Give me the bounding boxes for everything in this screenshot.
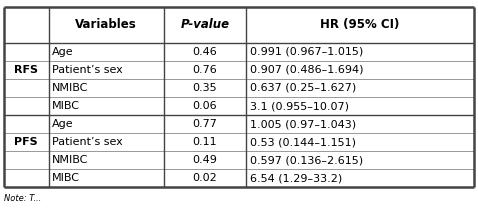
Text: 0.11: 0.11 [193,137,217,147]
Text: 6.54 (1.29–33.2): 6.54 (1.29–33.2) [250,173,342,183]
Text: Note: T...: Note: T... [4,194,41,203]
Text: 0.53 (0.144–1.151): 0.53 (0.144–1.151) [250,137,356,147]
Text: NMIBC: NMIBC [52,155,89,165]
Text: HR (95% CI): HR (95% CI) [320,18,400,31]
Text: 0.991 (0.967–1.015): 0.991 (0.967–1.015) [250,47,363,57]
Text: 0.907 (0.486–1.694): 0.907 (0.486–1.694) [250,65,363,75]
Text: MIBC: MIBC [52,101,80,111]
Text: 0.77: 0.77 [193,119,217,129]
Text: 0.02: 0.02 [193,173,217,183]
Text: P-value: P-value [180,18,229,31]
Text: Age: Age [52,47,74,57]
Text: PFS: PFS [14,137,38,147]
Text: 0.76: 0.76 [193,65,217,75]
Text: Variables: Variables [75,18,137,31]
Text: Age: Age [52,119,74,129]
Text: 0.597 (0.136–2.615): 0.597 (0.136–2.615) [250,155,363,165]
Text: Patient’s sex: Patient’s sex [52,137,123,147]
Text: 0.49: 0.49 [193,155,217,165]
Text: NMIBC: NMIBC [52,83,89,93]
Text: 0.35: 0.35 [193,83,217,93]
Text: RFS: RFS [14,65,38,75]
Text: 3.1 (0.955–10.07): 3.1 (0.955–10.07) [250,101,349,111]
Text: 0.46: 0.46 [193,47,217,57]
Text: 0.637 (0.25–1.627): 0.637 (0.25–1.627) [250,83,356,93]
Text: Patient’s sex: Patient’s sex [52,65,123,75]
Text: 1.005 (0.97–1.043): 1.005 (0.97–1.043) [250,119,356,129]
Text: MIBC: MIBC [52,173,80,183]
Text: 0.06: 0.06 [193,101,217,111]
